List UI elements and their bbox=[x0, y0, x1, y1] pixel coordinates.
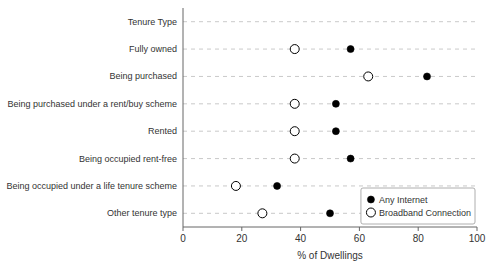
row-line bbox=[183, 158, 477, 159]
category-label: Rented bbox=[148, 126, 177, 136]
dot bbox=[332, 100, 339, 107]
dot bbox=[290, 127, 299, 136]
legend-box bbox=[361, 188, 475, 224]
x-tick bbox=[300, 227, 301, 231]
chart: Tenure Type Fully owned Being purchased Bei… bbox=[0, 0, 491, 265]
row-line bbox=[183, 103, 477, 104]
dot bbox=[274, 182, 281, 189]
x-tick-label: 100 bbox=[469, 233, 486, 244]
x-axis-line bbox=[183, 227, 477, 228]
x-tick-label: 60 bbox=[354, 233, 366, 244]
legend-label: Any Internet bbox=[379, 195, 428, 205]
category-label: Being occupied under a life tenure schem… bbox=[6, 181, 177, 191]
x-tick bbox=[183, 227, 184, 231]
x-axis-label: % of Dwellings bbox=[297, 250, 363, 261]
x-tick-label: 20 bbox=[236, 233, 248, 244]
dot bbox=[347, 46, 354, 53]
dot bbox=[290, 154, 299, 163]
x-tick-label: 80 bbox=[413, 233, 425, 244]
x-tick bbox=[241, 227, 242, 231]
x-tick bbox=[477, 227, 478, 231]
legend-marker bbox=[366, 208, 375, 217]
dot bbox=[231, 181, 240, 190]
category-label: Other tenure type bbox=[107, 208, 177, 218]
category-label: Being purchased under a rent/buy scheme bbox=[7, 99, 177, 109]
category-label: Being occupied rent-free bbox=[79, 154, 177, 164]
row-line bbox=[183, 185, 477, 186]
dot bbox=[364, 72, 373, 81]
legend: Any Internet Broadband Connection bbox=[361, 188, 475, 224]
x-tick-label: 40 bbox=[295, 233, 307, 244]
row-line bbox=[183, 21, 477, 22]
row-line bbox=[183, 76, 477, 77]
x-tick-label: 0 bbox=[180, 233, 186, 244]
dot bbox=[347, 155, 354, 162]
legend-label: Broadband Connection bbox=[379, 208, 471, 218]
grid bbox=[183, 22, 477, 214]
category-label: Tenure Type bbox=[128, 17, 177, 27]
x-tick bbox=[359, 227, 360, 231]
dot bbox=[327, 210, 334, 217]
dot bbox=[290, 99, 299, 108]
dot bbox=[258, 209, 267, 218]
legend-marker bbox=[367, 196, 374, 203]
row-line bbox=[183, 49, 477, 50]
dot bbox=[332, 128, 339, 135]
x-tick bbox=[418, 227, 419, 231]
row-line bbox=[183, 131, 477, 132]
y-axis-line bbox=[183, 8, 184, 227]
dot bbox=[424, 73, 431, 80]
dot bbox=[290, 45, 299, 54]
category-label: Fully owned bbox=[129, 44, 177, 54]
category-label: Being purchased bbox=[109, 71, 177, 81]
